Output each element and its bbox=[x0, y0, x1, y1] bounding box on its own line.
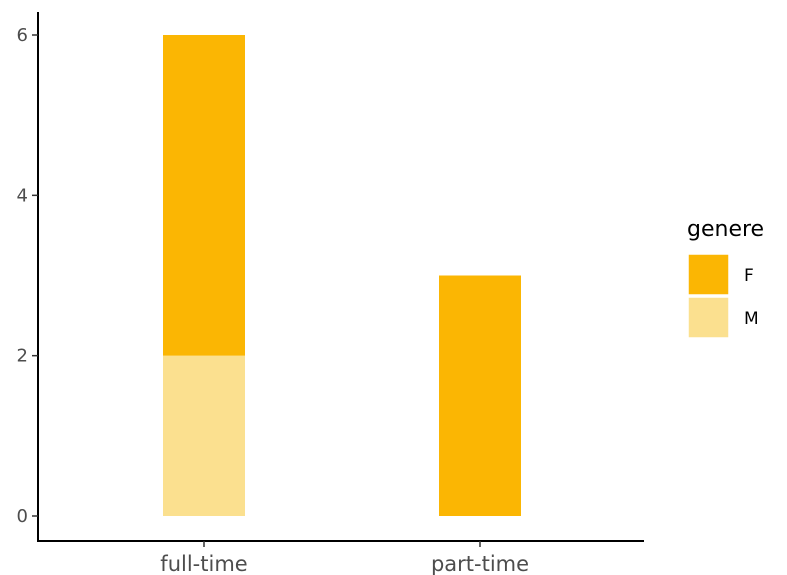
legend-label-M: M bbox=[744, 309, 759, 329]
bar-full-time-M bbox=[163, 355, 245, 516]
x-tick-label: full-time bbox=[160, 552, 247, 575]
y-tick-label: 6 bbox=[17, 25, 28, 46]
bars-layer bbox=[163, 35, 521, 516]
y-tick-label: 4 bbox=[17, 185, 28, 206]
y-axis-ticks: 0 2 4 6 bbox=[17, 25, 38, 527]
bar-part-time-F bbox=[439, 275, 521, 516]
legend-title: genere bbox=[687, 217, 764, 242]
legend-items: FM bbox=[687, 253, 759, 339]
y-tick-label: 0 bbox=[17, 506, 28, 527]
legend: genere FM bbox=[687, 217, 764, 339]
bar-full-time-F bbox=[163, 35, 245, 356]
x-tick-label: part-time bbox=[431, 552, 529, 575]
y-tick-label: 2 bbox=[17, 346, 28, 367]
legend-swatch-F bbox=[687, 253, 730, 296]
legend-swatch-M bbox=[687, 296, 730, 339]
x-axis-ticks: full-time part-time bbox=[160, 541, 529, 575]
legend-label-F: F bbox=[744, 266, 754, 286]
